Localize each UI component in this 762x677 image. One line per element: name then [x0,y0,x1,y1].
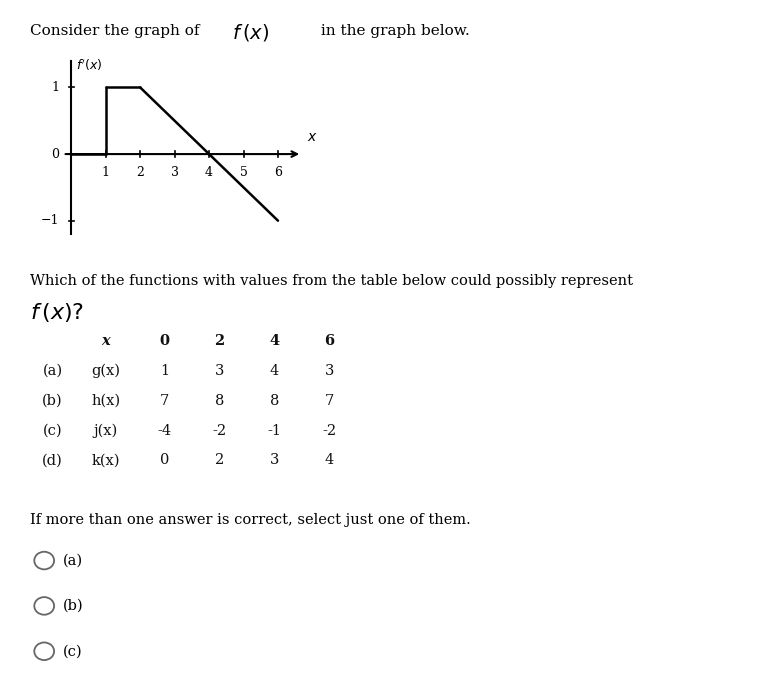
Text: $f'(x)$: $f'(x)$ [76,58,103,73]
Text: 4: 4 [270,364,279,378]
Text: 1: 1 [51,81,59,94]
Text: 1: 1 [102,166,110,179]
Text: 3: 3 [270,454,279,467]
Text: 8: 8 [270,394,279,408]
Text: 8: 8 [215,394,224,408]
Text: 2: 2 [136,166,144,179]
Text: (d): (d) [42,454,63,467]
Text: 0: 0 [159,334,170,348]
Text: 2: 2 [215,454,224,467]
Text: $x$: $x$ [307,130,318,144]
Text: (a): (a) [62,554,82,567]
Text: 3: 3 [215,364,224,378]
Text: 3: 3 [171,166,178,179]
Text: 6: 6 [274,166,282,179]
Text: (c): (c) [62,645,82,658]
Text: 7: 7 [325,394,334,408]
Text: 0: 0 [160,454,169,467]
Text: g(x): g(x) [91,364,120,378]
Text: 4: 4 [325,454,334,467]
Text: 0: 0 [51,148,59,160]
Text: Which of the functions with values from the table below could possibly represent: Which of the functions with values from … [30,274,633,288]
Text: 6: 6 [324,334,335,348]
Text: 1: 1 [160,364,169,378]
Text: $\mathit{f}\,(\mathit{x})$: $\mathit{f}\,(\mathit{x})$ [232,22,270,43]
Text: If more than one answer is correct, select just one of them.: If more than one answer is correct, sele… [30,513,471,527]
Text: -1: -1 [267,424,281,437]
Text: $\mathit{f}\,(\mathit{x})$?: $\mathit{f}\,(\mathit{x})$? [30,301,85,324]
Text: h(x): h(x) [91,394,120,408]
Text: -4: -4 [158,424,171,437]
Text: -2: -2 [322,424,336,437]
Text: x: x [101,334,110,348]
Text: 4: 4 [269,334,280,348]
Text: (b): (b) [62,599,83,613]
Text: 4: 4 [205,166,213,179]
Text: (c): (c) [43,424,62,437]
Text: 2: 2 [214,334,225,348]
Text: j(x): j(x) [94,423,118,438]
Text: Consider the graph of: Consider the graph of [30,24,205,38]
Text: -2: -2 [213,424,226,437]
Text: −1: −1 [40,214,59,227]
Text: 7: 7 [160,394,169,408]
Text: 3: 3 [325,364,334,378]
Text: k(x): k(x) [91,454,120,467]
Text: 5: 5 [239,166,248,179]
Text: in the graph below.: in the graph below. [316,24,470,38]
Text: (a): (a) [43,364,62,378]
Text: (b): (b) [42,394,63,408]
